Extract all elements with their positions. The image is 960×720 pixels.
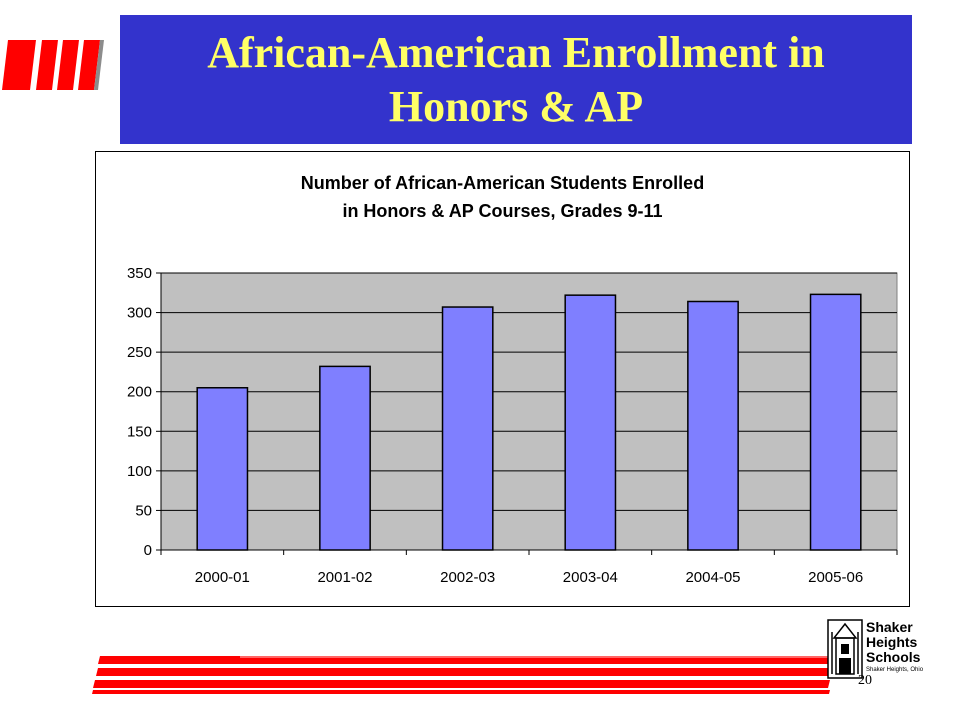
- bar: [809, 293, 862, 551]
- building-icon: [827, 619, 863, 679]
- x-tick-label: 2004-05: [685, 569, 740, 586]
- plot-area: [160, 272, 898, 551]
- slide-title-line2: Honors & AP: [388, 81, 644, 131]
- y-tick-label: 0: [144, 542, 152, 559]
- x-tick-label: 2005-06: [808, 569, 863, 586]
- y-tick-label: 100: [127, 463, 152, 480]
- x-tick-label: 2000-01: [195, 569, 250, 586]
- bar: [196, 387, 249, 551]
- page-number: 20: [858, 673, 872, 688]
- chart-title-line1: Number of African-American Students Enro…: [300, 173, 705, 193]
- y-tick-label: 350: [127, 265, 152, 282]
- x-tick-label: 2001-02: [317, 569, 372, 586]
- y-tick-label: 250: [127, 344, 152, 361]
- x-tick-label: 2003-04: [563, 569, 618, 586]
- bar: [564, 294, 617, 551]
- school-logo: Shaker Heights Schools Shaker Heights, O…: [826, 618, 960, 684]
- red-bars-decoration: [2, 40, 104, 90]
- x-tick-label: 2002-03: [440, 569, 495, 586]
- logo-line1: Shaker: [866, 619, 913, 635]
- y-tick-label: 200: [127, 384, 152, 401]
- title-band: African-American Enrollment in Honors & …: [120, 15, 912, 144]
- logo-text: Shaker Heights Schools: [866, 619, 921, 665]
- slide-title-line1: African-American Enrollment in: [207, 27, 825, 77]
- bar: [441, 306, 494, 551]
- bar: [319, 365, 371, 551]
- y-tick-label: 50: [135, 502, 152, 519]
- y-tick-label: 150: [127, 423, 152, 440]
- y-tick-label: 300: [127, 305, 152, 322]
- logo-line3: Schools: [866, 649, 921, 665]
- bottom-stripes-decoration: [92, 656, 830, 694]
- chart-frame: Number of African-American Students Enro…: [95, 151, 910, 607]
- bar-chart: 0 50 100 150 200 250 300 350 2000-01 2001-02 2002-…: [127, 265, 898, 586]
- chart-title-line2: in Honors & AP Courses, Grades 9-11: [342, 201, 663, 221]
- bar: [687, 300, 739, 551]
- logo-line2: Heights: [866, 634, 918, 650]
- logo-tagline: Shaker Heights, Ohio: [866, 667, 924, 673]
